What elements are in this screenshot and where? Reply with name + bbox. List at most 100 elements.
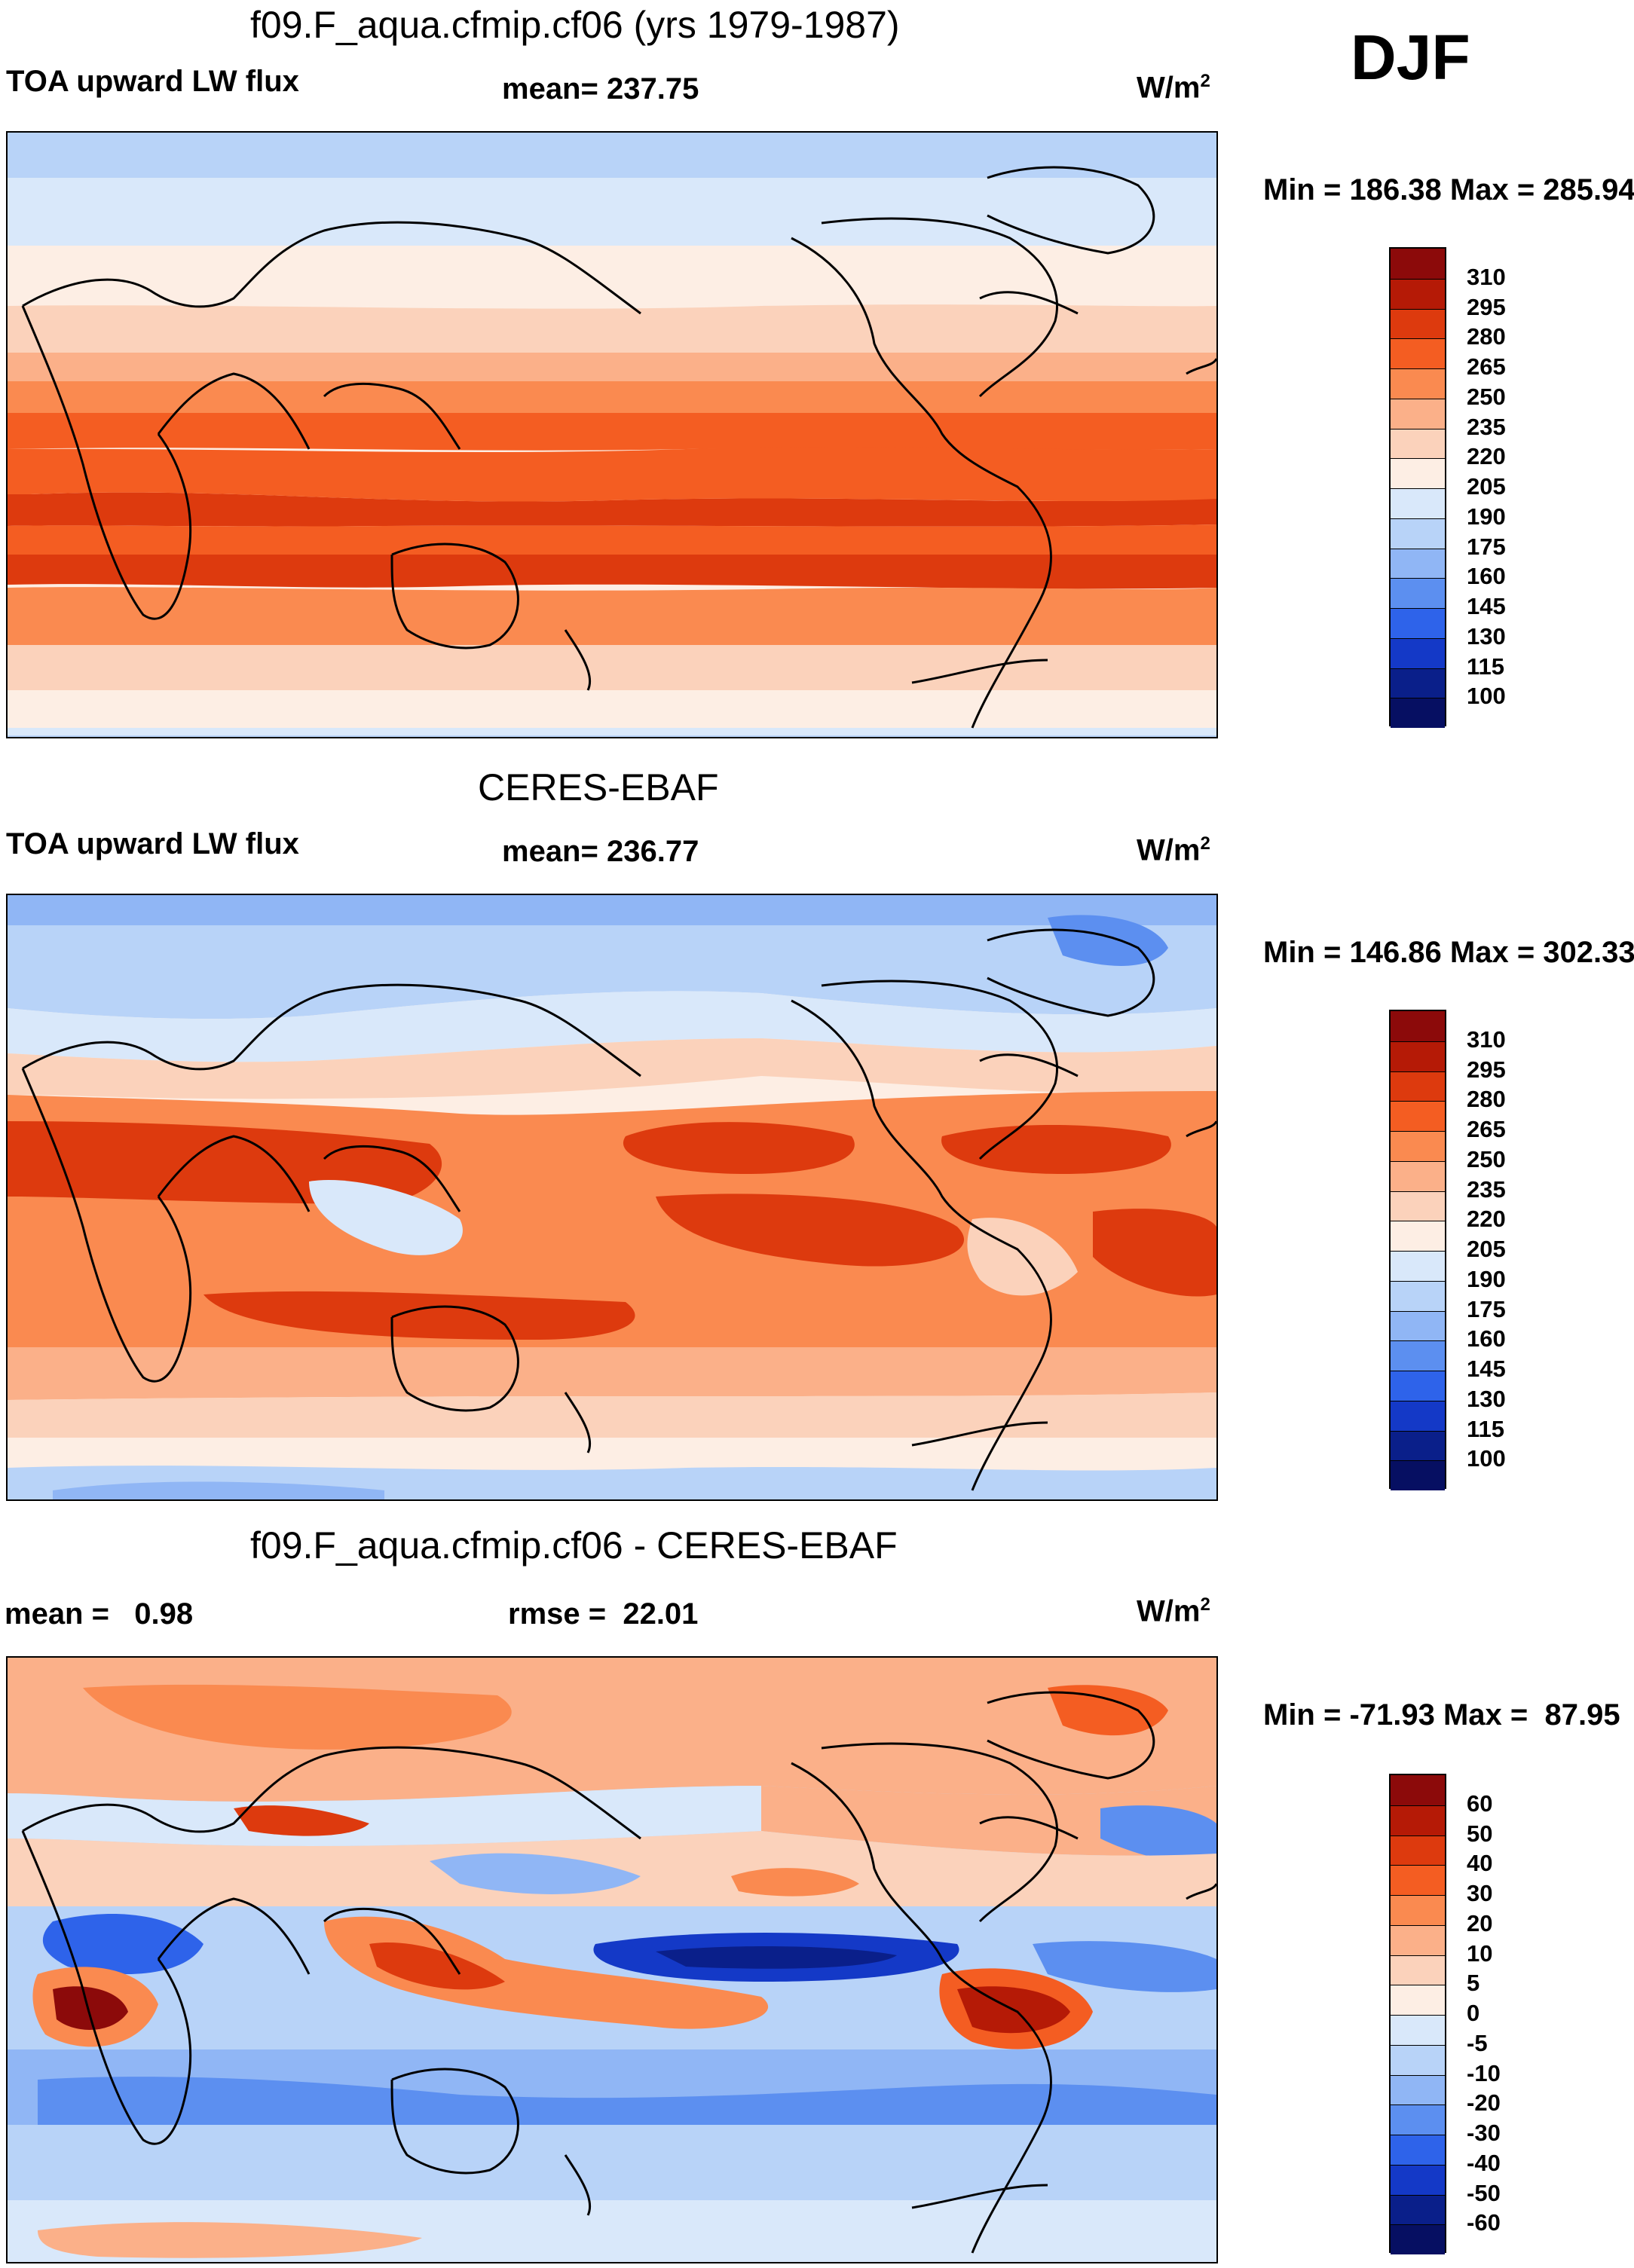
colorbar-tick-label: 115 [1467,1415,1505,1442]
colorbar-tick-label: -60 [1467,2209,1501,2236]
colorbar-tick-label: 60 [1467,1790,1493,1817]
colorbar-tick-label: 10 [1467,1939,1493,1967]
panel2-title: CERES-EBAF [478,766,719,808]
colorbar-swatch [1391,278,1445,309]
panel3-map [6,1656,1218,2263]
colorbar-tick-label: 100 [1467,683,1506,710]
colorbar-tick-label: 100 [1467,1445,1506,1472]
panel3-minmax-label: Min = -71.93 Max = 87.95 [1263,1698,1620,1732]
panel1-units-label: W/m2 [1137,71,1210,105]
colorbar-swatch [1391,698,1445,728]
colorbar-tick-label: 235 [1467,1175,1506,1203]
panel1-map [6,131,1218,738]
colorbar-tick-label: 295 [1467,1056,1506,1083]
colorbar-tick-label: 265 [1467,1116,1506,1142]
colorbar-swatch [1391,637,1445,668]
colorbar-tick-label: 30 [1467,1880,1493,1906]
panel3-units-label: W/m2 [1137,1594,1210,1628]
colorbar-tick-label: 205 [1467,1236,1506,1262]
colorbar-swatch [1391,1131,1445,1161]
colorbar-swatch [1391,338,1445,368]
panel1-variable-label: TOA upward LW flux [6,65,299,98]
colorbar-swatch [1391,548,1445,579]
panel1-minmax-label: Min = 186.38 Max = 285.94 [1263,173,1634,206]
panel2-units-label: W/m2 [1137,833,1210,867]
panel1-title: f09.F_aqua.cfmip.cf06 (yrs 1979-1987) [250,4,900,46]
colorbar-swatch [1391,1280,1445,1311]
colorbar-tick-label: 235 [1467,413,1506,440]
colorbar-swatch [1391,1191,1445,1221]
colorbar-tick-label: 5 [1467,1970,1480,1997]
colorbar-swatch [1391,2135,1445,2165]
colorbar-tick-label: 40 [1467,1850,1493,1877]
colorbar-tick-label: 220 [1467,1206,1506,1233]
colorbar-swatch [1391,1835,1445,1866]
colorbar-swatch [1391,1985,1445,2015]
colorbar-tick-label: 220 [1467,443,1506,470]
colorbar-tick-label: 20 [1467,1909,1493,1936]
colorbar-tick-label: -40 [1467,2149,1501,2176]
colorbar-tick-label: 115 [1467,653,1505,680]
colorbar-swatch [1391,1011,1445,1041]
colorbar-tick-label: 205 [1467,473,1506,500]
panel3-title: f09.F_aqua.cfmip.cf06 - CERES-EBAF [250,1524,898,1567]
colorbar-swatch [1391,1071,1445,1102]
colorbar-swatch [1391,458,1445,488]
colorbar-swatch [1391,608,1445,638]
panel2-mean-label: mean= 236.77 [502,835,699,868]
colorbar-swatch [1391,368,1445,399]
colorbar-tick-label: -30 [1467,2120,1501,2146]
panel3-mean-label: mean = 0.98 [5,1597,194,1631]
colorbar-tick-label: 130 [1467,1385,1506,1412]
colorbar-tick-label: 175 [1467,1295,1506,1322]
colorbar-swatch [1391,1041,1445,1071]
colorbar-swatch [1391,398,1445,429]
colorbar-swatch [1391,2104,1445,2135]
colorbar-tick-label: 160 [1467,1325,1506,1353]
colorbar-tick-label: 250 [1467,1145,1506,1172]
colorbar-swatch [1391,2074,1445,2105]
colorbar-tick-label: 280 [1467,1086,1506,1113]
panel1-colorbar [1389,247,1446,728]
colorbar-swatch [1391,488,1445,518]
colorbar-tick-label: 310 [1467,263,1506,290]
colorbar-swatch [1391,1430,1445,1461]
colorbar-tick-label: 130 [1467,622,1506,650]
colorbar-swatch [1391,1400,1445,1431]
colorbar-swatch [1391,1160,1445,1191]
colorbar-swatch [1391,1101,1445,1131]
panel2-map [6,894,1218,1501]
colorbar-tick-label: 0 [1467,2000,1480,2026]
colorbar-tick-label: 145 [1467,593,1506,619]
colorbar-tick-label: 175 [1467,533,1506,560]
colorbar-swatch [1391,2164,1445,2195]
colorbar-tick-label: 280 [1467,323,1506,350]
panel3-colorbar [1389,1774,1446,2254]
colorbar-tick-label: 190 [1467,1265,1506,1292]
colorbar-swatch [1391,1310,1445,1341]
colorbar-tick-label: -50 [1467,2179,1501,2206]
colorbar-tick-label: 250 [1467,383,1506,410]
colorbar-swatch [1391,518,1445,549]
colorbar-tick-label: 145 [1467,1356,1506,1382]
colorbar-swatch [1391,2015,1445,2045]
colorbar-tick-label: -5 [1467,2029,1488,2056]
colorbar-swatch [1391,1955,1445,1985]
panel2-minmax-label: Min = 146.86 Max = 302.33 [1263,936,1634,969]
colorbar-swatch [1391,2044,1445,2075]
colorbar-tick-label: 265 [1467,353,1506,380]
colorbar-tick-label: 310 [1467,1025,1506,1053]
colorbar-swatch [1391,1775,1445,1805]
colorbar-swatch [1391,1221,1445,1251]
panel3-rmse-label: rmse = 22.01 [508,1597,699,1631]
colorbar-swatch [1391,2224,1445,2254]
colorbar-swatch [1391,1460,1445,1490]
colorbar-swatch [1391,428,1445,459]
colorbar-swatch [1391,1895,1445,1925]
colorbar-tick-label: 50 [1467,1820,1493,1847]
colorbar-swatch [1391,1865,1445,1895]
colorbar-swatch [1391,578,1445,608]
colorbar-swatch [1391,308,1445,339]
colorbar-swatch [1391,1924,1445,1955]
season-label: DJF [1351,22,1470,93]
